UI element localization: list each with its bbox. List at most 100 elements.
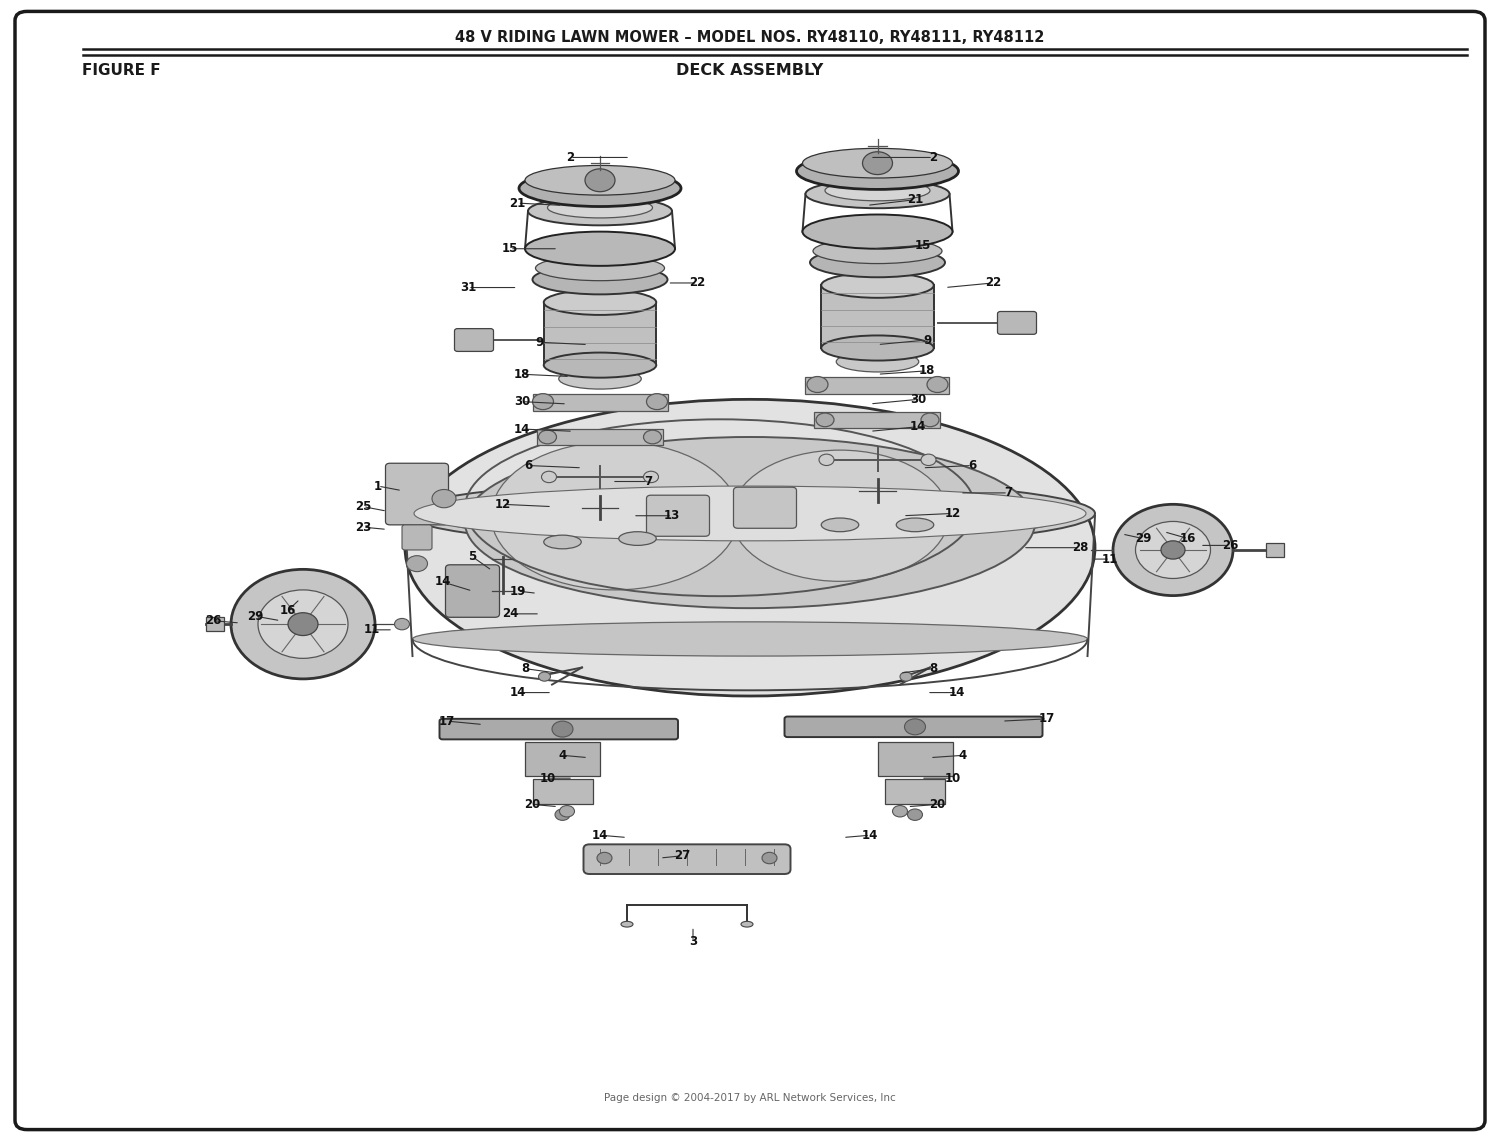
FancyBboxPatch shape	[386, 463, 448, 525]
Text: 9: 9	[922, 333, 932, 347]
Ellipse shape	[492, 442, 738, 590]
Text: 19: 19	[510, 584, 525, 598]
Ellipse shape	[543, 290, 657, 315]
Circle shape	[597, 852, 612, 864]
Ellipse shape	[621, 922, 633, 926]
Circle shape	[258, 590, 348, 658]
Text: 2: 2	[928, 151, 938, 164]
Text: 27: 27	[675, 849, 690, 863]
Ellipse shape	[405, 399, 1095, 696]
Ellipse shape	[732, 450, 950, 582]
Text: 28: 28	[1072, 541, 1088, 555]
Text: 11: 11	[1102, 552, 1118, 566]
FancyBboxPatch shape	[806, 377, 950, 394]
Text: DECK ASSEMBLY: DECK ASSEMBLY	[676, 63, 824, 79]
Circle shape	[908, 809, 922, 820]
Text: 24: 24	[503, 607, 518, 621]
FancyBboxPatch shape	[532, 394, 668, 411]
Ellipse shape	[802, 215, 952, 249]
Text: 48 V RIDING LAWN MOWER – MODEL NOS. RY48110, RY48111, RY48112: 48 V RIDING LAWN MOWER – MODEL NOS. RY48…	[456, 30, 1044, 46]
Ellipse shape	[528, 196, 672, 225]
Circle shape	[819, 454, 834, 466]
Bar	[525, 742, 600, 776]
Ellipse shape	[741, 922, 753, 926]
Circle shape	[921, 454, 936, 466]
Text: 6: 6	[524, 459, 532, 472]
Text: 2: 2	[566, 151, 574, 164]
Text: 16: 16	[1180, 532, 1196, 545]
Text: 29: 29	[248, 609, 262, 623]
Circle shape	[646, 394, 668, 410]
Ellipse shape	[536, 256, 664, 281]
Ellipse shape	[413, 622, 1088, 656]
Text: 26: 26	[1222, 539, 1238, 552]
Text: 8: 8	[520, 662, 530, 675]
Text: 23: 23	[356, 520, 370, 534]
FancyBboxPatch shape	[454, 329, 494, 351]
Text: 14: 14	[862, 828, 877, 842]
Text: 7: 7	[644, 475, 652, 488]
Ellipse shape	[802, 148, 952, 178]
Circle shape	[644, 471, 658, 483]
Text: 20: 20	[930, 798, 945, 811]
Ellipse shape	[558, 369, 642, 389]
Text: 9: 9	[536, 335, 544, 349]
FancyBboxPatch shape	[584, 844, 790, 874]
Text: 26: 26	[206, 614, 220, 628]
Circle shape	[862, 152, 892, 175]
Text: 4: 4	[958, 748, 968, 762]
Text: 13: 13	[664, 509, 680, 523]
Circle shape	[585, 169, 615, 192]
Text: 6: 6	[968, 459, 976, 472]
Circle shape	[900, 672, 912, 681]
Circle shape	[432, 489, 456, 508]
Ellipse shape	[796, 153, 958, 189]
FancyBboxPatch shape	[402, 525, 432, 550]
Text: ARL: ARL	[584, 485, 916, 633]
Circle shape	[904, 719, 926, 735]
Text: 15: 15	[503, 242, 518, 256]
Circle shape	[538, 430, 556, 444]
Ellipse shape	[837, 351, 918, 372]
Text: 14: 14	[910, 420, 926, 434]
Text: FIGURE F: FIGURE F	[82, 63, 160, 79]
Text: 18: 18	[514, 367, 529, 381]
Bar	[206, 617, 224, 631]
FancyBboxPatch shape	[998, 311, 1036, 334]
Text: 14: 14	[514, 422, 529, 436]
Text: 10: 10	[945, 771, 960, 785]
Ellipse shape	[810, 248, 945, 277]
Text: 22: 22	[986, 276, 1000, 290]
Text: 22: 22	[690, 276, 705, 290]
Text: Page design © 2004-2017 by ARL Network Services, Inc: Page design © 2004-2017 by ARL Network S…	[604, 1093, 896, 1102]
Text: 4: 4	[558, 748, 567, 762]
Text: 17: 17	[440, 714, 454, 728]
Ellipse shape	[897, 518, 933, 532]
Text: 3: 3	[688, 934, 698, 948]
FancyBboxPatch shape	[734, 487, 796, 528]
FancyBboxPatch shape	[784, 717, 1042, 737]
FancyBboxPatch shape	[446, 565, 500, 617]
Ellipse shape	[548, 197, 652, 218]
FancyBboxPatch shape	[822, 285, 933, 348]
FancyBboxPatch shape	[440, 719, 678, 739]
FancyBboxPatch shape	[646, 495, 710, 536]
Circle shape	[560, 806, 574, 817]
Circle shape	[394, 618, 410, 630]
Circle shape	[807, 377, 828, 393]
Circle shape	[552, 721, 573, 737]
Ellipse shape	[525, 165, 675, 195]
Ellipse shape	[525, 232, 675, 266]
Circle shape	[1113, 504, 1233, 596]
Text: 11: 11	[364, 623, 380, 637]
Bar	[878, 742, 953, 776]
Circle shape	[644, 430, 662, 444]
Text: 14: 14	[510, 686, 525, 699]
Text: 17: 17	[1040, 712, 1054, 726]
Text: 15: 15	[915, 238, 930, 252]
Circle shape	[231, 569, 375, 679]
Text: 18: 18	[920, 364, 934, 378]
Ellipse shape	[532, 265, 668, 294]
Circle shape	[1136, 521, 1210, 578]
Circle shape	[406, 556, 427, 572]
